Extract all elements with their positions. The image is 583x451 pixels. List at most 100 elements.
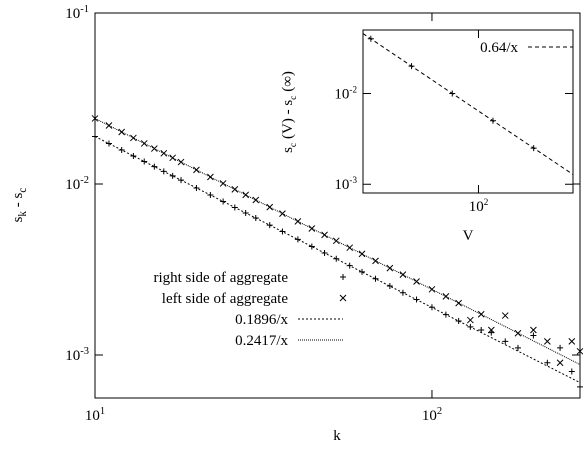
label-part: (∞) xyxy=(280,71,296,95)
tick-exponent: -2 xyxy=(80,175,89,186)
fit-line xyxy=(94,117,581,365)
tick-base: 10 xyxy=(334,177,349,193)
marker xyxy=(477,310,485,318)
legend-label: 0.1896/x xyxy=(235,312,288,328)
marker xyxy=(359,268,366,275)
tick-exponent: -1 xyxy=(80,4,89,15)
plot-frame xyxy=(94,12,581,399)
label-part: (V) - s xyxy=(280,100,296,143)
marker xyxy=(207,173,214,181)
tick-base: 10 xyxy=(65,177,80,193)
marker xyxy=(294,236,301,243)
marker xyxy=(442,293,450,300)
label-part: k xyxy=(17,211,29,217)
marker xyxy=(279,228,286,235)
marker xyxy=(321,231,328,239)
tick-base: 10 xyxy=(422,408,437,424)
marker xyxy=(294,218,302,225)
tick-exponent: -2 xyxy=(349,84,357,94)
legend-label: 0.64/x xyxy=(480,40,518,56)
tick-label: 101 xyxy=(85,406,105,424)
marker xyxy=(530,326,537,334)
marker xyxy=(467,316,474,324)
marker xyxy=(577,383,583,390)
marker xyxy=(487,326,495,334)
marker xyxy=(556,359,564,367)
marker xyxy=(557,344,564,351)
marker xyxy=(502,338,509,345)
marker xyxy=(220,198,227,205)
tick-exponent: 1 xyxy=(100,406,105,417)
marker xyxy=(530,332,537,339)
marker xyxy=(428,285,436,293)
label-part: V xyxy=(463,228,474,244)
marker xyxy=(333,255,340,262)
legend-label: left side of aggregate xyxy=(162,291,289,307)
label-part: s xyxy=(280,147,296,153)
marker xyxy=(386,283,393,290)
marker xyxy=(219,180,227,187)
marker xyxy=(91,115,99,122)
tick-exponent: -3 xyxy=(80,346,89,357)
tick-label: 10-3 xyxy=(334,175,357,193)
marker xyxy=(449,90,456,97)
marker xyxy=(501,312,509,319)
axis-label: sc (V) - sc (∞) xyxy=(280,71,299,153)
marker xyxy=(340,274,346,280)
tick-label: 10-1 xyxy=(65,4,89,22)
tick-base: 10 xyxy=(65,348,80,364)
tick-label: 10-3 xyxy=(65,346,89,364)
plot-frame xyxy=(362,29,574,194)
marker xyxy=(105,122,113,129)
marker xyxy=(169,154,177,162)
marker xyxy=(455,299,462,307)
fit-line xyxy=(94,136,581,384)
tick-base: 10 xyxy=(334,86,349,102)
marker xyxy=(339,294,347,302)
tick-label: 102 xyxy=(469,197,489,215)
label-part: c xyxy=(288,95,299,100)
marker xyxy=(308,243,315,250)
marker xyxy=(372,275,379,282)
marker xyxy=(358,250,366,258)
marker xyxy=(118,128,126,136)
marker xyxy=(543,338,551,345)
marker xyxy=(399,271,407,278)
marker xyxy=(130,134,137,142)
marker xyxy=(105,140,112,147)
marker xyxy=(346,244,354,252)
tick-label: 10-2 xyxy=(334,84,357,102)
marker xyxy=(266,222,273,229)
marker xyxy=(544,359,551,366)
marker xyxy=(140,140,148,147)
axis-label: sk - sc xyxy=(10,188,29,223)
legend-label: 0.2417/x xyxy=(235,333,288,349)
label-part: k xyxy=(333,428,341,444)
label-part: c xyxy=(288,142,299,147)
tick-exponent: 2 xyxy=(484,197,489,207)
label-part: c xyxy=(17,188,29,193)
marker xyxy=(130,152,137,159)
marker xyxy=(530,145,537,152)
tick-base: 10 xyxy=(85,408,100,424)
marker xyxy=(489,117,496,124)
marker xyxy=(408,63,415,70)
marker xyxy=(160,149,168,157)
tick-exponent: 2 xyxy=(437,406,442,417)
marker xyxy=(514,344,521,351)
marker xyxy=(576,347,583,355)
legend-label: right side of aggregate xyxy=(153,270,288,286)
marker xyxy=(568,338,576,345)
marker xyxy=(151,163,158,170)
tick-base: 10 xyxy=(65,6,80,22)
tick-label: 102 xyxy=(422,406,442,424)
marker xyxy=(308,225,316,232)
marker xyxy=(193,166,200,174)
label-part: s xyxy=(10,216,26,222)
marker xyxy=(266,203,274,211)
marker xyxy=(455,317,462,324)
marker xyxy=(141,158,148,165)
axis-label: k xyxy=(333,428,341,444)
